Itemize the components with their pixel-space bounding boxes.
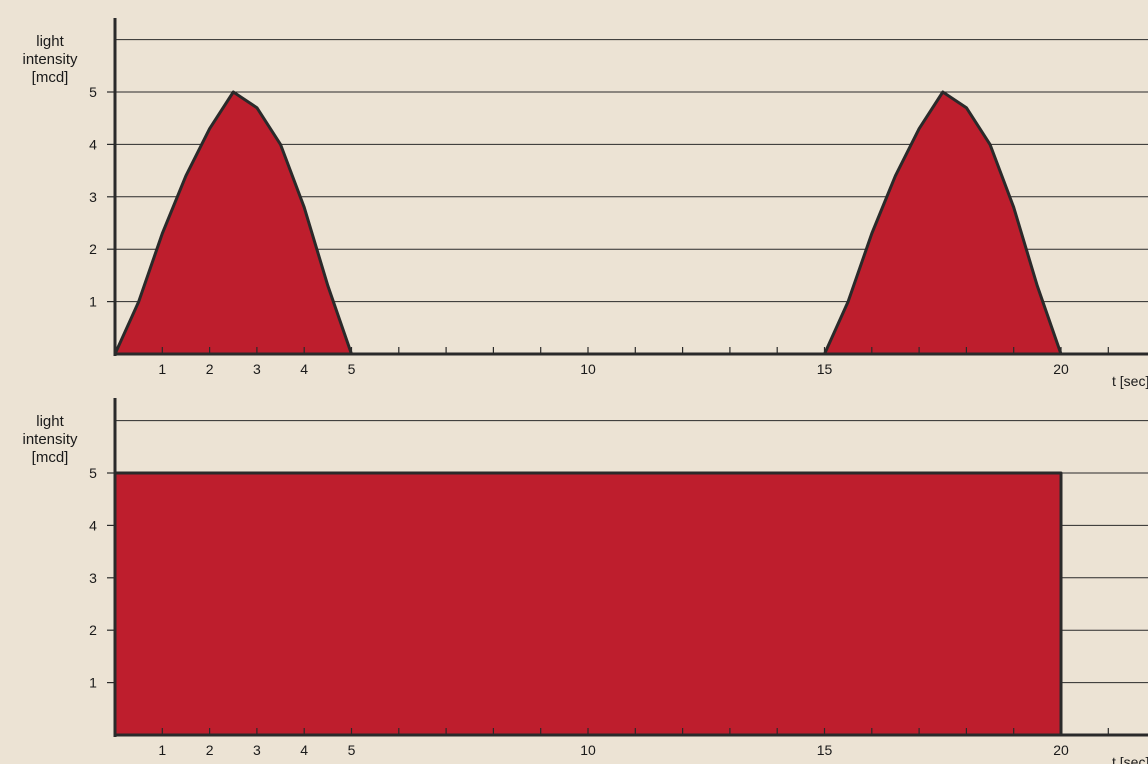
y-tick-label: 2 — [89, 241, 97, 257]
series-area — [115, 92, 1061, 354]
x-tick-label: 2 — [206, 361, 214, 377]
y-axis-label-line: intensity — [22, 51, 78, 68]
x-tick-label: 5 — [348, 361, 356, 377]
x-axis-label: t [sec] — [1112, 373, 1148, 389]
y-axis-label-line: light — [36, 33, 64, 50]
y-axis-label-line: intensity — [22, 431, 78, 448]
x-tick-label: 2 — [206, 742, 214, 758]
x-tick-label: 20 — [1053, 361, 1069, 377]
x-tick-label: 5 — [348, 742, 356, 758]
x-tick-label: 4 — [300, 361, 308, 377]
y-tick-label: 4 — [89, 517, 97, 533]
x-tick-label: 20 — [1053, 742, 1069, 758]
y-axis-label: light intensity [mcd] — [22, 33, 78, 86]
y-tick-label: 5 — [89, 465, 97, 481]
x-tick-label: 10 — [580, 742, 596, 758]
y-tick-label: 4 — [89, 136, 97, 152]
x-tick-label: 4 — [300, 742, 308, 758]
y-axis-label: light intensity [mcd] — [22, 413, 78, 466]
x-tick-label: 1 — [158, 742, 166, 758]
chart-panel-2: 1 2 3 4 5 10 15 20 1 2 3 4 5 light intensity [mcd] t [se… — [22, 398, 1148, 764]
x-axis-label: t [sec] — [1112, 754, 1148, 764]
x-tick-label: 3 — [253, 742, 261, 758]
series-area — [115, 473, 1061, 735]
y-axis-label-line: [mcd] — [32, 69, 69, 86]
x-tick-label: 3 — [253, 361, 261, 377]
y-tick-label: 1 — [89, 675, 97, 691]
x-tick-label: 15 — [817, 742, 833, 758]
y-axis-label-line: light — [36, 413, 64, 430]
x-tick-label: 10 — [580, 361, 596, 377]
y-tick-label: 3 — [89, 189, 97, 205]
y-tick-label: 3 — [89, 570, 97, 586]
y-axis-label-line: [mcd] — [32, 449, 69, 466]
x-tick-label: 15 — [817, 361, 833, 377]
y-tick-label: 1 — [89, 294, 97, 310]
x-tick-label: 1 — [158, 361, 166, 377]
chart-panel-1: 1 2 3 4 5 10 15 20 1 2 3 4 5 light intensity [mcd] t [se… — [22, 18, 1148, 389]
y-tick-label: 5 — [89, 84, 97, 100]
y-tick-label: 2 — [89, 622, 97, 638]
